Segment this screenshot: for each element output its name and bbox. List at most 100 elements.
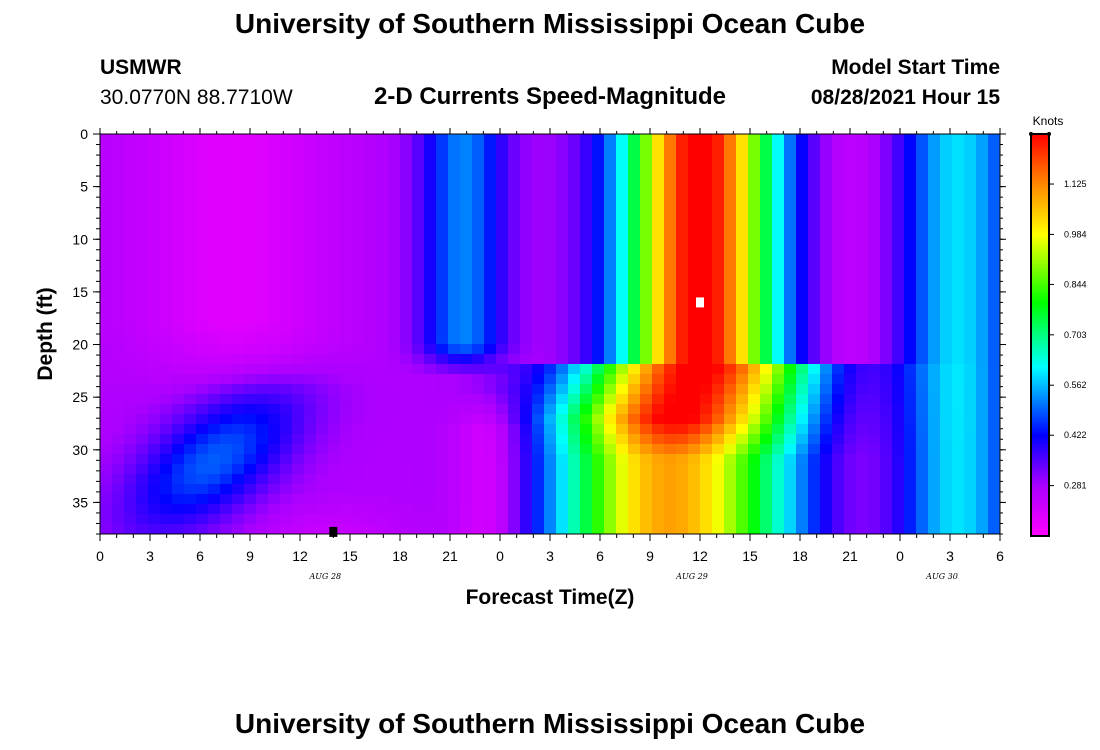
heatmap-cell xyxy=(772,464,785,475)
heatmap-cell xyxy=(556,314,569,325)
heatmap-cell xyxy=(712,514,725,525)
heatmap-cell xyxy=(208,464,221,475)
heatmap-cell xyxy=(484,234,497,245)
heatmap-cell xyxy=(988,434,1001,445)
heatmap-cell xyxy=(760,464,773,475)
heatmap-cell xyxy=(436,424,449,435)
heatmap-cell xyxy=(640,504,653,515)
heatmap-cell xyxy=(424,364,437,375)
heatmap-cell xyxy=(376,494,389,505)
heatmap-cell xyxy=(304,164,317,175)
heatmap-cell xyxy=(652,404,665,415)
heatmap-cell xyxy=(724,204,737,215)
heatmap-cell xyxy=(124,514,137,525)
heatmap-cell xyxy=(496,474,509,485)
heatmap-cell xyxy=(496,204,509,215)
heatmap-cell xyxy=(688,404,701,415)
heatmap-cell xyxy=(664,424,677,435)
heatmap-cell xyxy=(652,424,665,435)
heatmap-cell xyxy=(232,314,245,325)
heatmap-cell xyxy=(484,504,497,515)
heatmap-cell xyxy=(832,304,845,315)
heatmap-cell xyxy=(136,444,149,455)
heatmap-cell xyxy=(808,154,821,165)
heatmap-cell xyxy=(196,274,209,285)
heatmap-cell xyxy=(820,474,833,485)
heatmap-cell xyxy=(160,344,173,355)
heatmap-cell xyxy=(544,444,557,455)
heatmap-cell xyxy=(388,134,401,145)
heatmap-cell xyxy=(628,394,641,405)
heatmap-cell xyxy=(880,394,893,405)
heatmap-cell xyxy=(844,264,857,275)
x-tick-label: 21 xyxy=(842,548,858,564)
heatmap-cell xyxy=(952,364,965,375)
heatmap-cell xyxy=(988,144,1001,155)
heatmap-cell xyxy=(160,254,173,265)
heatmap-cell xyxy=(988,364,1001,375)
heatmap-cell xyxy=(928,324,941,335)
heatmap-cell xyxy=(916,284,929,295)
heatmap-cell xyxy=(652,244,665,255)
heatmap-cell xyxy=(556,404,569,415)
heatmap-cell xyxy=(808,384,821,395)
heatmap-cell xyxy=(868,464,881,475)
heatmap-cell xyxy=(832,474,845,485)
heatmap-cell xyxy=(244,374,257,385)
heatmap-cell xyxy=(592,134,605,145)
heatmap-cell xyxy=(472,244,485,255)
heatmap-cell xyxy=(724,514,737,525)
heatmap-cell xyxy=(736,134,749,145)
heatmap-cell xyxy=(448,204,461,215)
heatmap-cell xyxy=(544,504,557,515)
heatmap-cell xyxy=(304,314,317,325)
heatmap-cell xyxy=(904,274,917,285)
heatmap-cell xyxy=(796,434,809,445)
y-tick-label: 35 xyxy=(72,494,88,510)
heatmap-cell xyxy=(796,294,809,305)
heatmap-cell xyxy=(592,204,605,215)
x-tick-label: 15 xyxy=(342,548,358,564)
heatmap-cell xyxy=(724,424,737,435)
heatmap-cell xyxy=(424,404,437,415)
heatmap-cell xyxy=(460,384,473,395)
heatmap-cell xyxy=(400,434,413,445)
heatmap-cell xyxy=(760,164,773,175)
heatmap-cell xyxy=(184,384,197,395)
heatmap-cell xyxy=(748,464,761,475)
heatmap-cell xyxy=(676,354,689,365)
heatmap-cell xyxy=(184,284,197,295)
heatmap-cell xyxy=(880,484,893,495)
heatmap-cell xyxy=(100,304,113,315)
heatmap-cell xyxy=(292,234,305,245)
heatmap-cell xyxy=(748,194,761,205)
heatmap-cell xyxy=(592,454,605,465)
heatmap-cell xyxy=(844,294,857,305)
heatmap-cell xyxy=(748,414,761,425)
heatmap-cell xyxy=(952,484,965,495)
heatmap-cell xyxy=(460,414,473,425)
heatmap-cell xyxy=(340,304,353,315)
heatmap-cell xyxy=(412,484,425,495)
heatmap-cell xyxy=(244,294,257,305)
heatmap-cell xyxy=(976,274,989,285)
heatmap-cell xyxy=(184,264,197,275)
heatmap-cell xyxy=(328,384,341,395)
heatmap-cell xyxy=(328,414,341,425)
heatmap-cell xyxy=(976,314,989,325)
heatmap-cell xyxy=(844,194,857,205)
heatmap-cell xyxy=(256,234,269,245)
heatmap-cell xyxy=(532,354,545,365)
heatmap-cell xyxy=(364,214,377,225)
heatmap-cell xyxy=(712,304,725,315)
heatmap-cell xyxy=(304,344,317,355)
heatmap-cell xyxy=(508,464,521,475)
heatmap-cell xyxy=(604,464,617,475)
heatmap-cell xyxy=(808,254,821,265)
heatmap-cell xyxy=(292,504,305,515)
heatmap-cell xyxy=(568,184,581,195)
heatmap-cell xyxy=(376,254,389,265)
heatmap-cell xyxy=(520,324,533,335)
heatmap-cell xyxy=(652,254,665,265)
heatmap-cell xyxy=(868,144,881,155)
